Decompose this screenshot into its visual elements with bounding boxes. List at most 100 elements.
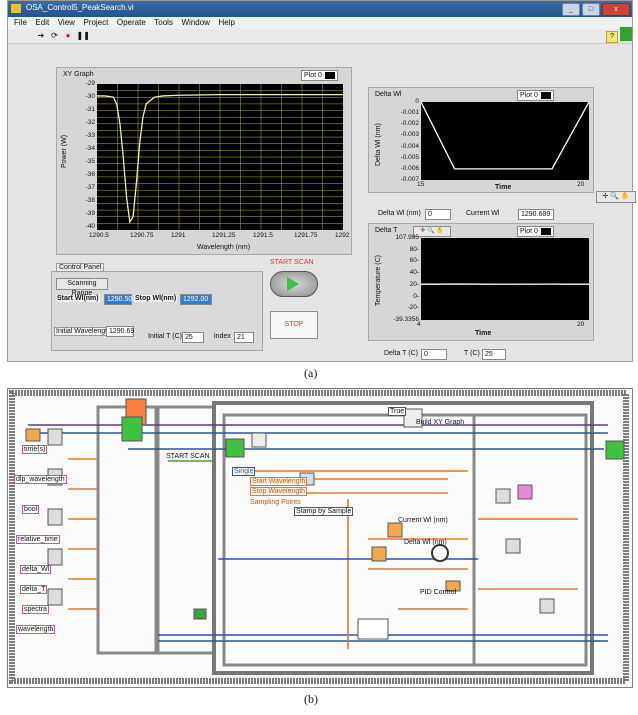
block-diagram-svg [9,390,629,684]
delta-wl-y-tick-label: -0.006 [400,164,419,172]
menu-help[interactable]: Help [218,18,235,27]
close-button[interactable]: x [602,3,630,16]
maximize-button[interactable]: □ [582,3,600,16]
start-wavelength-node: Start Wavelength [250,477,308,486]
delta-wl-title: Delta Wl [375,91,402,98]
spectra-terminal: spectra [22,605,49,614]
labview-front-panel-window: OSA_Control5_PeakSearch.vi _ □ x File Edit… [7,0,636,362]
plot-style-icon [324,71,335,79]
delta-wl-plot-area[interactable] [420,101,590,180]
start-wl-input[interactable]: 1290.50 [104,294,132,305]
stop-wl-label: Stop Wl(nm) [134,295,178,302]
delta-wl-y-tick-label: -0.002 [400,120,419,128]
graph-palette-tools[interactable]: ✛ 🔍 ✋ [596,191,636,203]
run-continuously-icon[interactable]: ⟳ [51,31,58,40]
delta-wl-legend[interactable]: Plot 0 [517,90,554,101]
delta-wl-x-tick-label: 15 [417,181,425,188]
connector-pane-icon [620,27,632,41]
menu-tools[interactable]: Tools [154,18,173,27]
xy-graph-plot-area[interactable] [97,84,343,230]
plot-style-icon [540,227,551,235]
current-wl-terminal: Current Wl (nm) [398,517,448,524]
diagram-nodes [25,398,625,640]
delta-t-legend[interactable]: Plot 0 [517,226,554,237]
delta-t-graph: Delta T ✛ 🔍 ✋ Plot 0 Temperature (C) 107… [368,223,594,341]
sequence-frame-3 [212,401,594,675]
delta-wl-y-tick-label: -0.007 [400,176,419,183]
start-scan-terminal: START SCAN [166,453,210,460]
initial-t-input[interactable]: 25 [182,332,204,343]
delta-t-readout-label: Delta T (C) [384,350,418,357]
delta-wl-legend-label: Plot 0 [520,92,538,99]
help-icon[interactable]: ? [606,31,618,43]
delta-t-x-tick-label: 4 [417,321,421,328]
xy-graph-legend[interactable]: Plot 0 [301,70,338,81]
current-wl-label: Current Wl [466,210,500,217]
sequence-frame-1 [96,405,158,655]
delta-wl-svg [420,101,590,170]
delta-wl-ylabel: Delta Wl (nm) [375,123,382,166]
xy-graph-ylabel: Power (W) [61,134,68,168]
relative-time-terminal: relative_time [16,535,60,544]
delta-t-x-tick-label: 20 [577,321,585,328]
control-panel: Control Panel Scanning Range Start Wl(nm… [51,263,263,351]
single-enum: Single [232,467,256,476]
scanning-range-label: Scanning Range [56,278,108,297]
xy-y-tick-label: -37 [85,184,95,192]
title-bar: OSA_Control5_PeakSearch.vi _ □ x [8,1,632,17]
xy-graph: XY Graph Plot 0 Power (W) -29 -30 -31 -32 -3… [56,67,352,255]
stamp-by-sample-node: Stamp by Sample [294,507,354,516]
stop-wl-input[interactable]: 1292.00 [180,294,212,305]
current-wl-readout: 1290.689 [518,209,554,220]
menu-window[interactable]: Window [181,18,210,27]
xy-x-tick-label: 1290.75 [130,232,154,239]
delta-t-svg [420,283,590,285]
stop-button[interactable]: STOP [270,311,318,339]
delta-wl-y-tick-label: -0.003 [400,131,419,139]
delta-t-y-tick-label: 20- [409,280,419,288]
start-wl-label: Start Wl(nm) [56,295,100,302]
abort-icon[interactable]: ● [65,31,71,40]
control-panel-title: Control Panel [56,263,105,272]
delta-t-y-tick-label: 40- [409,269,419,277]
run-arrow-icon[interactable]: ➜ [37,31,45,40]
xy-y-tick-label: -35 [85,158,95,166]
delta-t-terminal: delta_T [20,585,48,594]
vi-icon [11,4,21,13]
plot-style-icon [540,91,551,99]
menu-edit[interactable]: Edit [35,18,50,27]
menu-bar: File Edit View Project Operate Tools Win… [8,17,632,29]
dlp-wavelength-terminal: dlp_wavelength [14,475,67,484]
xy-y-tick-label: -38 [85,197,95,205]
t-readout-label: T (C) [464,350,480,357]
minimize-button[interactable]: _ [562,3,580,16]
pause-icon[interactable]: ❚❚ [76,31,90,40]
menu-view[interactable]: View [57,18,75,27]
menu-file[interactable]: File [14,18,27,27]
menu-operate[interactable]: Operate [116,18,146,27]
delta-wl-readout-label: Delta Wl (nm) [378,210,421,217]
index-label: index [214,333,231,340]
wires [28,424,608,649]
while-loop-frame [9,390,629,684]
xy-x-tick-label: 1290.5 [89,232,109,239]
delta-wl-y-tick-label: 0 [415,98,419,105]
xy-y-tick-label: -33 [85,132,95,140]
xy-y-tick-label: -36 [85,171,95,179]
start-scan-button[interactable] [270,271,318,297]
menu-project[interactable]: Project [83,18,109,27]
delta-t-palette-tools[interactable]: ✛ 🔍 ✋ [413,226,451,237]
bool-terminal: bool [22,505,40,514]
initial-wavelength-label: Initial Wavelength [54,327,113,336]
delta-wl-y-tick-label: -0.001 [400,109,419,117]
series-line-plot-0 [97,93,343,224]
delta-wl-readout: 0 [425,209,451,220]
labview-block-diagram: time(s) dlp_wavelength bool relative_tim… [7,388,633,688]
delta-wl-terminal: delta_Wl [20,565,52,574]
delta-wl-node: Delta Wl (nm) [404,539,447,546]
xy-y-tick-label: -40 [85,223,95,231]
delta-t-legend-label: Plot 0 [520,228,538,235]
xy-x-tick-label: 1291.25 [212,232,236,239]
delta-t-plot-area[interactable] [420,238,590,320]
initial-wavelength-input[interactable]: 1290.69 [106,326,134,337]
